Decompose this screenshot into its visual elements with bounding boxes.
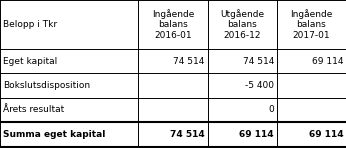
Text: Bokslutsdisposition: Bokslutsdisposition bbox=[3, 81, 90, 90]
Text: 74 514: 74 514 bbox=[173, 57, 205, 66]
Text: Belopp i Tkr: Belopp i Tkr bbox=[3, 20, 57, 29]
Text: 69 114: 69 114 bbox=[309, 130, 343, 139]
Text: 69 114: 69 114 bbox=[312, 57, 343, 66]
Text: Årets resultat: Årets resultat bbox=[3, 105, 64, 114]
Text: 74 514: 74 514 bbox=[243, 57, 274, 66]
Text: Utgående
balans
2016-12: Utgående balans 2016-12 bbox=[220, 9, 264, 40]
Text: 74 514: 74 514 bbox=[170, 130, 205, 139]
Text: Summa eget kapital: Summa eget kapital bbox=[3, 130, 105, 139]
Text: 69 114: 69 114 bbox=[239, 130, 274, 139]
Text: -5 400: -5 400 bbox=[245, 81, 274, 90]
Text: Ingående
balans
2016-01: Ingående balans 2016-01 bbox=[152, 9, 194, 40]
Text: 0: 0 bbox=[268, 105, 274, 114]
Text: Eget kapital: Eget kapital bbox=[3, 57, 57, 66]
Text: Ingående
balans
2017-01: Ingående balans 2017-01 bbox=[290, 9, 333, 40]
